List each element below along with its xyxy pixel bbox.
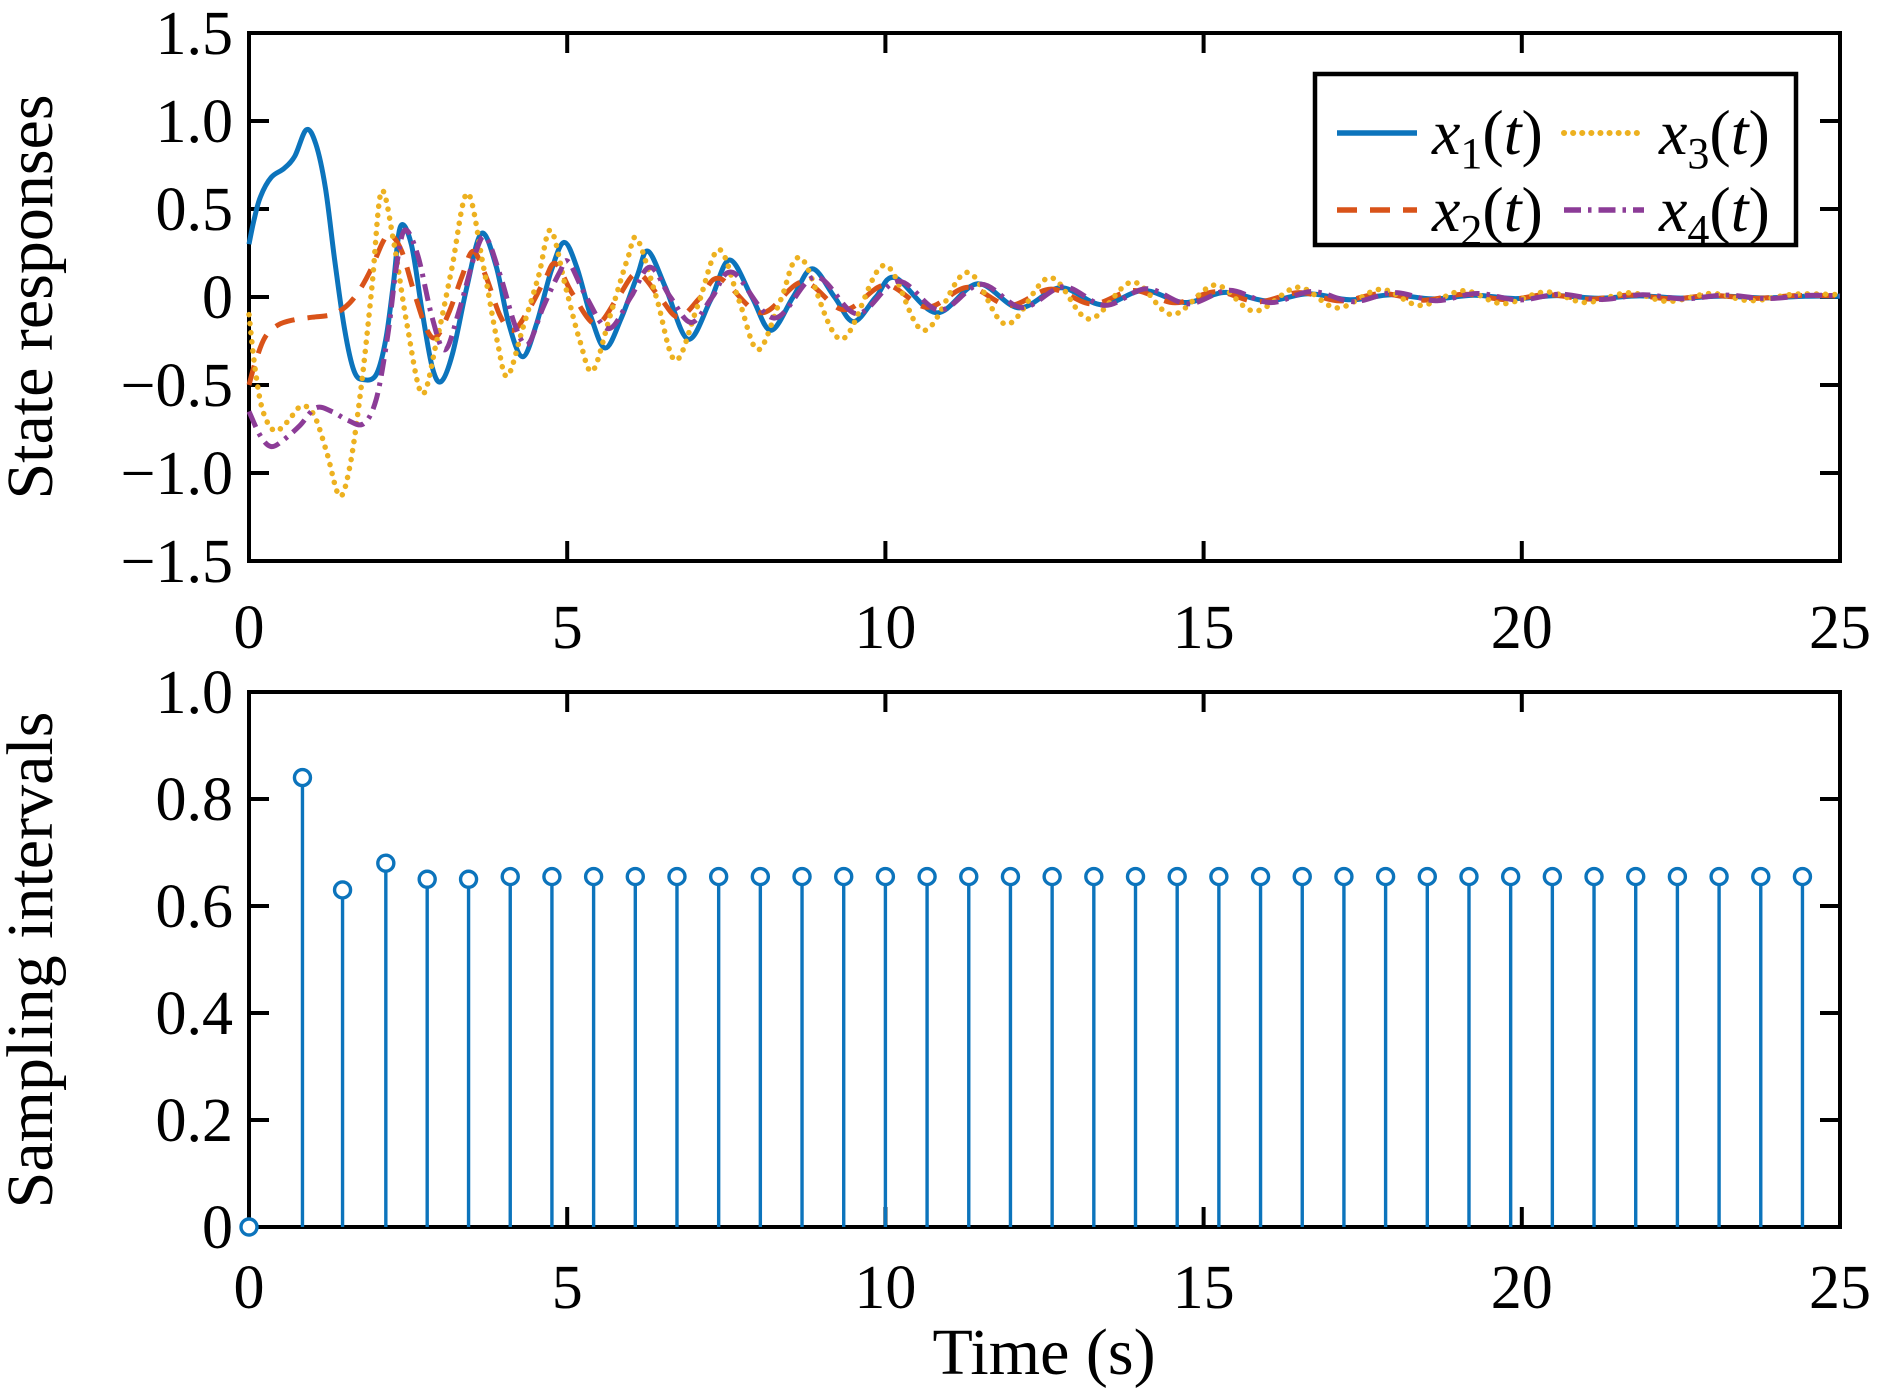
stem-marker — [542, 866, 562, 887]
bottom-plot-ytick-label: 1.0 — [156, 659, 234, 727]
top-plot-xtick-label: 10 — [854, 594, 916, 662]
stem-marker — [1667, 866, 1688, 887]
top-plot-ytick-label: −1.5 — [121, 528, 233, 596]
time-axis-label: Time (s) — [932, 1316, 1155, 1389]
legend-box — [1312, 71, 1799, 248]
stem-marker — [1125, 866, 1146, 887]
stem-marker — [1084, 866, 1104, 887]
stem-marker — [750, 866, 771, 887]
stem-marker — [1584, 866, 1604, 887]
legend-label-x1: x1(t) — [1431, 97, 1543, 178]
stem-marker — [834, 866, 854, 887]
stem-marker — [1292, 866, 1312, 887]
stem-marker — [1375, 866, 1396, 887]
top-plot-ytick-label: −1.0 — [121, 440, 233, 508]
stem-marker — [1709, 866, 1729, 887]
top-plot-xtick-label: 20 — [1491, 594, 1553, 662]
bottom-plot-xtick-label: 25 — [1809, 1254, 1871, 1322]
top-plot-xtick-label: 15 — [1173, 594, 1235, 662]
stem-marker — [1500, 866, 1521, 887]
stem-marker — [239, 1217, 259, 1237]
stem-marker — [1459, 866, 1479, 887]
bottom-plot-xtick-label: 10 — [854, 1254, 916, 1322]
bottom-plot-ytick-label: 0.2 — [156, 1087, 234, 1155]
stem-marker — [917, 866, 937, 887]
legend-label-x2: x2(t) — [1431, 174, 1543, 255]
bottom-plot-ytick-label: 0.4 — [156, 980, 234, 1048]
x2-curve — [246, 231, 1841, 386]
stem-marker — [332, 880, 353, 900]
top-plot-ytick-label: 0.5 — [156, 176, 234, 244]
sampling-intervals-ylabel: Sampling intervals — [0, 712, 67, 1209]
bottom-plot-xtick-label: 15 — [1173, 1254, 1235, 1322]
stem-marker — [708, 866, 729, 887]
stem-marker — [792, 866, 812, 887]
plots-layer: 0 5 10 15 20 25 −1.5 −1.0 −0.5 0 0.5 1.0 1.5 0 5 10 15 20… — [121, 0, 1871, 1322]
stem-marker — [583, 866, 604, 887]
stem-marker — [1334, 866, 1354, 887]
stem-marker — [875, 866, 896, 887]
top-plot-ytick-label: −0.5 — [121, 352, 233, 420]
stem-marker — [458, 869, 479, 889]
stem-marker — [1751, 866, 1771, 887]
stem-marker — [625, 866, 645, 887]
bottom-plot-xtick-label: 5 — [552, 1254, 583, 1322]
bottom-plot-ytick-label: 0.6 — [156, 873, 234, 941]
legend-label-x4: x4(t) — [1658, 174, 1770, 255]
stem-marker — [1167, 866, 1187, 887]
stem-marker — [1209, 866, 1229, 887]
stem-marker — [1792, 866, 1813, 887]
stem-marker — [1250, 866, 1271, 887]
bottom-plot-xtick-label: 0 — [234, 1254, 265, 1322]
bottom-plot-xtick-label: 20 — [1491, 1254, 1553, 1322]
bottom-plot-frame — [247, 690, 1842, 1229]
stem-marker — [1000, 866, 1021, 887]
stem-marker — [376, 853, 396, 873]
stem-marker — [667, 866, 687, 887]
bottom-plot-ytick-label: 0.8 — [156, 766, 234, 834]
stem-marker — [292, 767, 313, 788]
top-plot-xtick-label: 5 — [552, 594, 583, 662]
top-plot-ytick-label: 1.0 — [156, 88, 234, 156]
x4-curve — [246, 227, 1841, 450]
stem-marker — [417, 869, 437, 889]
top-plot-xtick-label: 0 — [234, 594, 265, 662]
stem-marker — [1042, 866, 1062, 887]
state-responses-ylabel: State responses — [0, 94, 67, 499]
legend-label-x3: x3(t) — [1658, 97, 1770, 178]
stem-marker — [1626, 866, 1646, 887]
stem-marker — [959, 866, 979, 887]
top-plot-ytick-label: 1.5 — [156, 0, 234, 68]
stem-marker — [1417, 866, 1437, 887]
bottom-plot-ytick-label: 0 — [202, 1194, 233, 1262]
stem-marker — [1542, 866, 1563, 887]
top-plot-xtick-label: 25 — [1809, 594, 1871, 662]
x3-curve — [246, 187, 1843, 499]
top-plot-ytick-label: 0 — [202, 264, 233, 332]
stem-marker — [500, 866, 520, 887]
